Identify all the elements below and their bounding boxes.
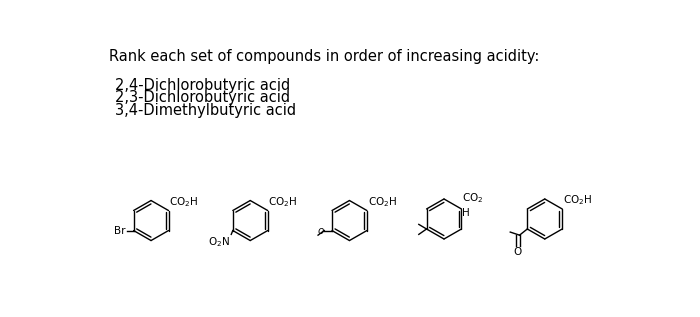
Text: Rank each set of compounds in order of increasing acidity:: Rank each set of compounds in order of i… <box>109 49 540 64</box>
Text: 2,3-Dichlorobutyric acid: 2,3-Dichlorobutyric acid <box>115 90 290 105</box>
Text: o: o <box>317 225 323 236</box>
Text: O: O <box>514 248 522 257</box>
Text: H: H <box>462 208 470 218</box>
Text: $\mathregular{CO_2H}$: $\mathregular{CO_2H}$ <box>368 195 397 209</box>
Text: 2,4-Dichlorobutyric acid: 2,4-Dichlorobutyric acid <box>115 78 290 93</box>
Text: $\mathregular{CO_2H}$: $\mathregular{CO_2H}$ <box>269 195 298 209</box>
Text: Br: Br <box>114 225 126 236</box>
Text: $\mathregular{CO_2H}$: $\mathregular{CO_2H}$ <box>563 194 592 207</box>
Text: $\mathregular{O_2N}$: $\mathregular{O_2N}$ <box>208 235 230 249</box>
Text: 3,4-Dimethylbutyric acid: 3,4-Dimethylbutyric acid <box>115 103 295 118</box>
Text: $\mathregular{CO_2H}$: $\mathregular{CO_2H}$ <box>169 195 199 209</box>
Text: $\mathregular{CO_2}$: $\mathregular{CO_2}$ <box>462 191 484 205</box>
